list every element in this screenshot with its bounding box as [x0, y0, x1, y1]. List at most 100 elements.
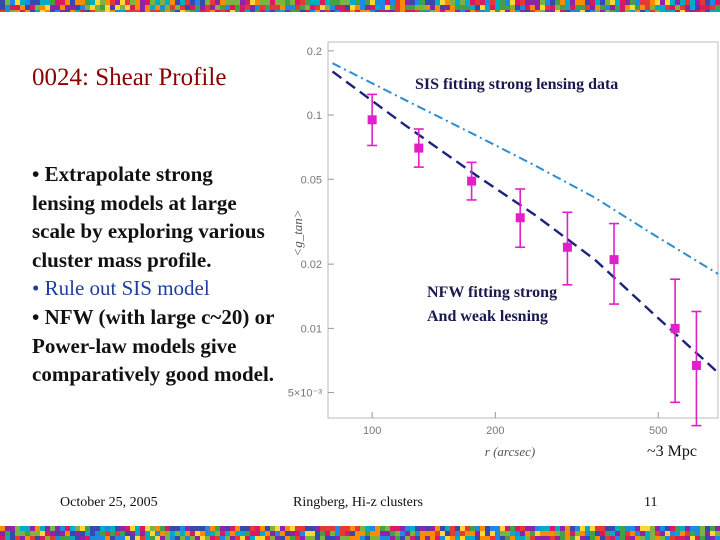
border-tile — [490, 531, 495, 536]
border-tile — [75, 10, 80, 12]
border-tile — [190, 10, 195, 12]
border-tile — [370, 10, 375, 12]
border-tile — [595, 5, 600, 10]
border-tile — [75, 536, 80, 540]
border-tile — [5, 0, 10, 5]
border-tile — [570, 10, 575, 12]
border-tile — [365, 531, 370, 536]
border-tile — [700, 0, 705, 5]
border-tile — [160, 5, 165, 10]
border-tile — [325, 5, 330, 10]
border-tile — [695, 5, 700, 10]
border-tile — [130, 5, 135, 10]
border-tile — [25, 10, 30, 12]
border-tile — [550, 5, 555, 10]
border-tile — [0, 5, 5, 10]
border-tile — [450, 526, 455, 531]
border-tile — [535, 536, 540, 540]
border-tile — [445, 536, 450, 540]
border-tile — [100, 10, 105, 12]
border-tile — [110, 526, 115, 531]
border-tile — [295, 5, 300, 10]
border-tile — [490, 5, 495, 10]
border-tile — [455, 536, 460, 540]
border-tile — [615, 526, 620, 531]
border-tile — [605, 0, 610, 5]
border-tile — [5, 10, 10, 12]
border-tile — [675, 5, 680, 10]
border-tile — [245, 531, 250, 536]
border-tile — [280, 5, 285, 10]
border-tile — [100, 0, 105, 5]
border-tile — [590, 0, 595, 5]
border-tile — [700, 10, 705, 12]
border-tile — [20, 536, 25, 540]
border-tile — [510, 0, 515, 5]
border-tile — [180, 526, 185, 531]
border-tile — [410, 536, 415, 540]
border-tile — [665, 531, 670, 536]
border-tile — [390, 0, 395, 5]
border-tile — [275, 531, 280, 536]
border-tile — [380, 526, 385, 531]
border-tile — [565, 526, 570, 531]
border-tile — [565, 10, 570, 12]
border-tile — [310, 526, 315, 531]
border-tile — [95, 536, 100, 540]
border-tile — [195, 10, 200, 12]
border-tile — [75, 0, 80, 5]
border-tile — [205, 5, 210, 10]
border-tile — [215, 536, 220, 540]
border-tile — [135, 531, 140, 536]
border-tile — [415, 5, 420, 10]
border-tile — [215, 526, 220, 531]
border-tile — [375, 0, 380, 5]
border-tile — [390, 5, 395, 10]
bullet-rule-out-sis: • Rule out SIS model — [32, 276, 210, 301]
border-tile — [270, 531, 275, 536]
border-tile — [110, 5, 115, 10]
border-tile — [455, 0, 460, 5]
border-tile — [355, 526, 360, 531]
border-tile — [620, 5, 625, 10]
border-tile — [435, 526, 440, 531]
footer-date: October 25, 2005 — [60, 495, 158, 510]
border-tile — [275, 536, 280, 540]
border-tile — [145, 10, 150, 12]
border-tile — [510, 526, 515, 531]
border-tile — [335, 531, 340, 536]
border-tile — [690, 526, 695, 531]
border-tile — [255, 0, 260, 5]
border-tile — [245, 0, 250, 5]
border-tile — [515, 5, 520, 10]
border-tile — [0, 526, 5, 531]
border-tile — [125, 531, 130, 536]
border-tile — [160, 536, 165, 540]
border-tile — [525, 0, 530, 5]
border-tile — [185, 536, 190, 540]
border-tile — [0, 531, 5, 536]
border-tile — [420, 536, 425, 540]
border-tile — [45, 5, 50, 10]
border-tile — [180, 5, 185, 10]
border-tile — [45, 0, 50, 5]
border-tile — [645, 5, 650, 10]
border-tile — [600, 10, 605, 12]
border-tile — [635, 0, 640, 5]
border-tile — [710, 531, 715, 536]
border-tile — [30, 536, 35, 540]
border-tile — [525, 536, 530, 540]
border-tile — [505, 5, 510, 10]
border-tile — [145, 536, 150, 540]
border-tile — [20, 531, 25, 536]
border-tile — [185, 531, 190, 536]
border-tile — [5, 526, 10, 531]
border-tile — [365, 0, 370, 5]
border-tile — [260, 0, 265, 5]
border-tile — [635, 536, 640, 540]
border-tile — [595, 10, 600, 12]
border-tile — [265, 531, 270, 536]
border-tile — [660, 531, 665, 536]
border-tile — [675, 536, 680, 540]
border-tile — [340, 0, 345, 5]
